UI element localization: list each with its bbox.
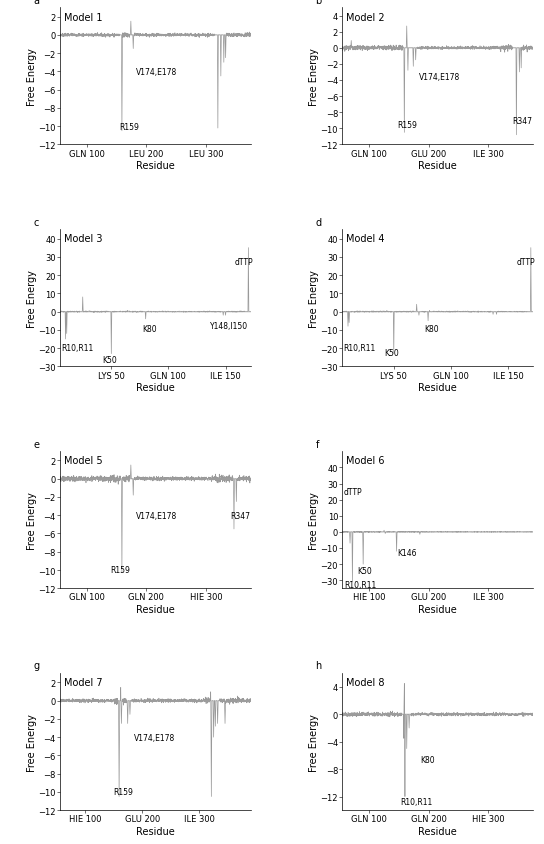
X-axis label: Residue: Residue [418,383,457,392]
Y-axis label: Free Energy: Free Energy [309,491,319,549]
Text: R10,R11: R10,R11 [344,581,376,589]
Y-axis label: Free Energy: Free Energy [27,269,36,327]
Y-axis label: Free Energy: Free Energy [27,48,37,106]
Text: K80: K80 [420,755,435,765]
Text: g: g [33,661,39,671]
Text: K80: K80 [142,325,157,334]
Text: K50: K50 [385,349,399,358]
Y-axis label: Free Energy: Free Energy [309,713,319,771]
Text: R159: R159 [110,565,131,575]
X-axis label: Residue: Residue [136,161,175,171]
Text: Model 6: Model 6 [346,456,385,466]
Text: Model 2: Model 2 [346,13,385,23]
Y-axis label: Free Energy: Free Energy [27,491,37,549]
Text: V174,E178: V174,E178 [136,511,177,520]
Text: V174,E178: V174,E178 [136,68,177,77]
Text: a: a [33,0,39,6]
Text: dTTP: dTTP [344,487,363,496]
Text: Model 5: Model 5 [64,456,102,466]
Text: Model 3: Model 3 [64,234,102,244]
Text: Model 8: Model 8 [346,678,385,688]
Text: R159: R159 [113,787,133,797]
X-axis label: Residue: Residue [136,604,175,614]
Y-axis label: Free Energy: Free Energy [309,48,319,106]
X-axis label: Residue: Residue [418,604,457,614]
Text: c: c [33,218,39,227]
Text: dTTP: dTTP [234,257,254,267]
Text: R10,R11: R10,R11 [61,344,93,352]
Text: R347: R347 [512,117,532,126]
X-axis label: Residue: Residue [418,826,457,836]
Text: V174,E178: V174,E178 [419,73,460,82]
Text: dTTP: dTTP [517,257,536,267]
Text: h: h [316,661,322,671]
Text: R159: R159 [398,122,418,130]
X-axis label: Residue: Residue [136,383,175,392]
Text: Model 7: Model 7 [64,678,102,688]
Text: R347: R347 [230,511,250,520]
Text: Y148,I150: Y148,I150 [209,322,248,330]
Text: d: d [316,218,322,227]
Text: R10,R11: R10,R11 [400,797,432,805]
Text: R10,R11: R10,R11 [343,344,376,352]
Y-axis label: Free Energy: Free Energy [309,269,319,327]
Text: Model 1: Model 1 [64,13,102,23]
Text: K50: K50 [102,356,117,365]
Text: K80: K80 [424,325,439,334]
Text: K146: K146 [398,549,417,557]
Text: K50: K50 [357,566,372,575]
Text: Model 4: Model 4 [346,234,385,244]
Text: b: b [316,0,322,6]
Text: R159: R159 [120,122,139,132]
Y-axis label: Free Energy: Free Energy [27,713,37,771]
Text: f: f [316,439,319,449]
X-axis label: Residue: Residue [418,161,457,171]
X-axis label: Residue: Residue [136,826,175,836]
Text: e: e [33,439,39,449]
Text: V174,E178: V174,E178 [134,733,175,742]
